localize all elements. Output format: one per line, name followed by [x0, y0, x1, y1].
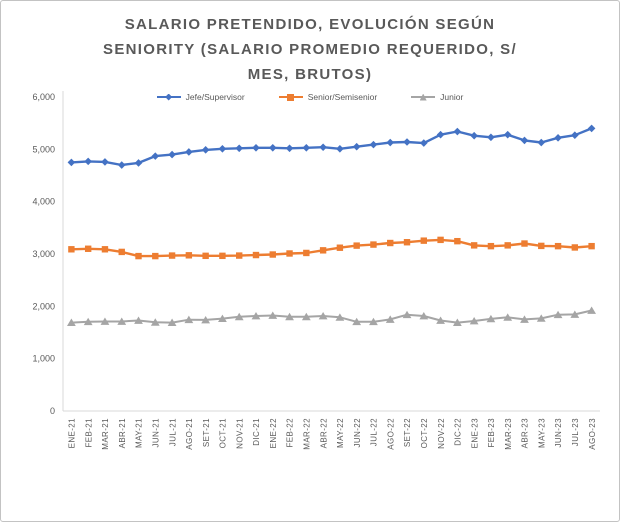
svg-text:AGO-23: AGO-23	[588, 418, 597, 450]
svg-text:0: 0	[50, 406, 55, 416]
svg-text:NOV-21: NOV-21	[235, 418, 244, 449]
svg-text:2,000: 2,000	[32, 301, 55, 311]
svg-text:MAR-23: MAR-23	[504, 418, 513, 450]
svg-text:JUN-21: JUN-21	[151, 418, 160, 448]
svg-text:ABR-23: ABR-23	[521, 418, 530, 449]
svg-text:NOV-22: NOV-22	[437, 418, 446, 449]
svg-text:MAY-23: MAY-23	[537, 418, 546, 448]
svg-text:ENE-21: ENE-21	[68, 418, 77, 449]
chart-title-line-2: SENIORITY (SALARIO PROMEDIO REQUERIDO, S…	[103, 41, 517, 58]
svg-text:MAR-21: MAR-21	[101, 418, 110, 450]
svg-text:MAY-22: MAY-22	[336, 418, 345, 448]
chart-title: SALARIO PRETENDIDO, EVOLUCIÓN SEGÚN SENI…	[31, 12, 589, 87]
svg-text:JUN-23: JUN-23	[554, 418, 563, 448]
svg-text:FEB-23: FEB-23	[487, 418, 496, 448]
svg-text:ABR-22: ABR-22	[319, 418, 328, 449]
svg-text:MAR-22: MAR-22	[303, 418, 312, 450]
svg-text:ENE-23: ENE-23	[470, 418, 479, 449]
svg-text:ENE-22: ENE-22	[269, 418, 278, 449]
svg-text:6,000: 6,000	[32, 92, 55, 102]
svg-text:1,000: 1,000	[32, 354, 55, 364]
svg-text:ABR-21: ABR-21	[118, 418, 127, 449]
svg-text:JUL-22: JUL-22	[370, 418, 379, 446]
svg-text:MAY-21: MAY-21	[135, 418, 144, 448]
svg-text:5,000: 5,000	[32, 144, 55, 154]
svg-text:4,000: 4,000	[32, 197, 55, 207]
svg-text:JUL-23: JUL-23	[571, 418, 580, 446]
svg-text:AGO-21: AGO-21	[185, 418, 194, 450]
chart-title-line-3: MES, BRUTOS)	[247, 66, 373, 83]
svg-text:OCT-22: OCT-22	[420, 418, 429, 449]
svg-text:SET-21: SET-21	[202, 418, 211, 447]
svg-text:OCT-21: OCT-21	[219, 418, 228, 449]
chart-title-line-1: SALARIO PRETENDIDO, EVOLUCIÓN SEGÚN	[124, 16, 496, 33]
svg-text:DIC-21: DIC-21	[252, 418, 261, 446]
svg-text:DIC-22: DIC-22	[454, 418, 463, 446]
svg-text:FEB-22: FEB-22	[286, 418, 295, 448]
svg-text:SET-22: SET-22	[403, 418, 412, 447]
svg-text:FEB-21: FEB-21	[84, 418, 93, 448]
svg-text:JUN-22: JUN-22	[353, 418, 362, 448]
svg-text:JUL-21: JUL-21	[168, 418, 177, 446]
svg-text:AGO-22: AGO-22	[386, 418, 395, 450]
svg-text:3,000: 3,000	[32, 249, 55, 259]
